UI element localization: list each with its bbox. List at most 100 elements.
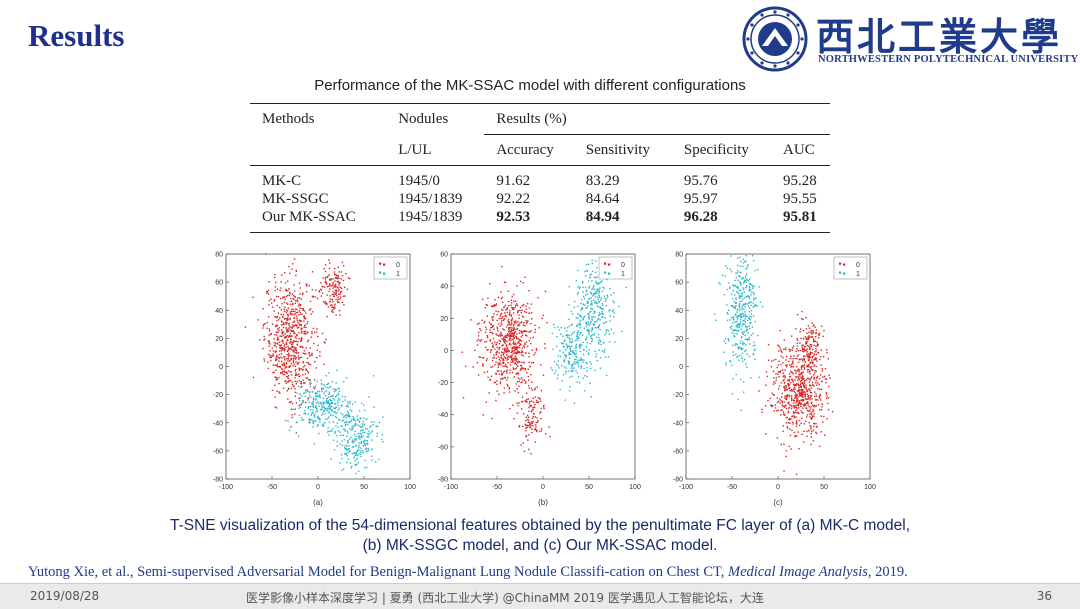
- data-point: [783, 379, 785, 381]
- data-point: [267, 293, 270, 295]
- data-point: [795, 365, 798, 368]
- data-point: [479, 356, 482, 358]
- data-point: [330, 395, 332, 398]
- data-point: [346, 449, 349, 451]
- data-point: [524, 276, 526, 279]
- data-point: [803, 350, 805, 353]
- data-point: [750, 301, 752, 303]
- data-point: [784, 414, 786, 416]
- data-point: [340, 454, 343, 456]
- data-point: [807, 359, 810, 362]
- data-point: [483, 371, 486, 374]
- university-seal-icon: [742, 6, 808, 72]
- data-point: [561, 364, 563, 367]
- data-point: [738, 315, 741, 318]
- data-point: [568, 337, 570, 339]
- data-point: [786, 364, 788, 366]
- data-point: [280, 335, 283, 338]
- data-point: [520, 368, 522, 370]
- data-point: [512, 329, 514, 331]
- data-point: [749, 301, 751, 303]
- data-point: [348, 422, 351, 424]
- data-point: [740, 284, 742, 286]
- data-point: [307, 407, 309, 410]
- data-point: [324, 386, 326, 388]
- data-point: [506, 366, 508, 368]
- data-point: [525, 427, 527, 429]
- data-point: [323, 363, 325, 365]
- data-point: [489, 283, 491, 285]
- data-point: [590, 307, 592, 310]
- data-point: [317, 395, 319, 398]
- data-point: [347, 439, 349, 442]
- data-point: [338, 271, 340, 273]
- data-point: [553, 323, 555, 326]
- data-point: [535, 347, 538, 350]
- data-point: [290, 340, 292, 343]
- data-point: [585, 338, 587, 340]
- data-point: [303, 330, 305, 333]
- data-point: [745, 284, 748, 287]
- data-point: [746, 315, 748, 318]
- plot-frame: [685, 253, 871, 480]
- data-point: [809, 399, 811, 401]
- data-point: [809, 424, 811, 427]
- data-point: [520, 361, 523, 364]
- data-point: [733, 301, 736, 303]
- data-point: [573, 300, 576, 303]
- data-point: [293, 320, 296, 322]
- data-point: [807, 389, 809, 392]
- data-point: [340, 404, 343, 406]
- data-point: [263, 360, 266, 362]
- data-point: [337, 290, 339, 292]
- data-point: [802, 338, 805, 340]
- data-point: [814, 332, 817, 335]
- data-point: [511, 338, 513, 340]
- data-point: [506, 348, 508, 350]
- data-point: [576, 381, 579, 383]
- data-point: [812, 384, 815, 387]
- data-point: [331, 309, 334, 311]
- data-point: [283, 323, 285, 326]
- data-point: [796, 370, 799, 372]
- data-point: [498, 373, 501, 376]
- data-point: [495, 361, 497, 363]
- data-point: [568, 363, 570, 365]
- data-point: [795, 404, 797, 407]
- data-point: [732, 289, 734, 292]
- data-point: [298, 282, 301, 284]
- data-point: [743, 315, 745, 317]
- data-point: [497, 335, 500, 337]
- data-point: [733, 335, 735, 337]
- data-point: [294, 413, 296, 415]
- data-point: [788, 384, 790, 387]
- data-point: [786, 396, 789, 398]
- data-point: [564, 327, 566, 329]
- data-point: [570, 342, 572, 344]
- data-point: [604, 297, 606, 300]
- data-point: [797, 403, 800, 405]
- cell-accuracy: 91.62: [496, 173, 531, 189]
- data-point: [269, 349, 271, 352]
- data-point: [523, 324, 526, 327]
- data-point: [737, 323, 740, 325]
- data-point: [287, 360, 289, 362]
- data-point: [338, 301, 340, 304]
- data-point: [817, 404, 820, 406]
- data-point: [307, 397, 309, 400]
- data-point: [315, 392, 317, 394]
- data-point: [286, 334, 289, 337]
- data-point: [280, 349, 283, 352]
- data-point: [299, 368, 301, 370]
- data-point: [506, 311, 508, 314]
- data-point: [573, 306, 576, 309]
- data-point: [515, 352, 518, 354]
- data-point: [287, 357, 289, 359]
- data-point: [587, 353, 590, 356]
- data-point: [289, 371, 292, 373]
- data-point: [797, 350, 800, 352]
- data-point: [288, 265, 290, 268]
- legend-marker: [604, 271, 607, 274]
- data-point: [802, 396, 804, 399]
- data-point: [504, 334, 507, 337]
